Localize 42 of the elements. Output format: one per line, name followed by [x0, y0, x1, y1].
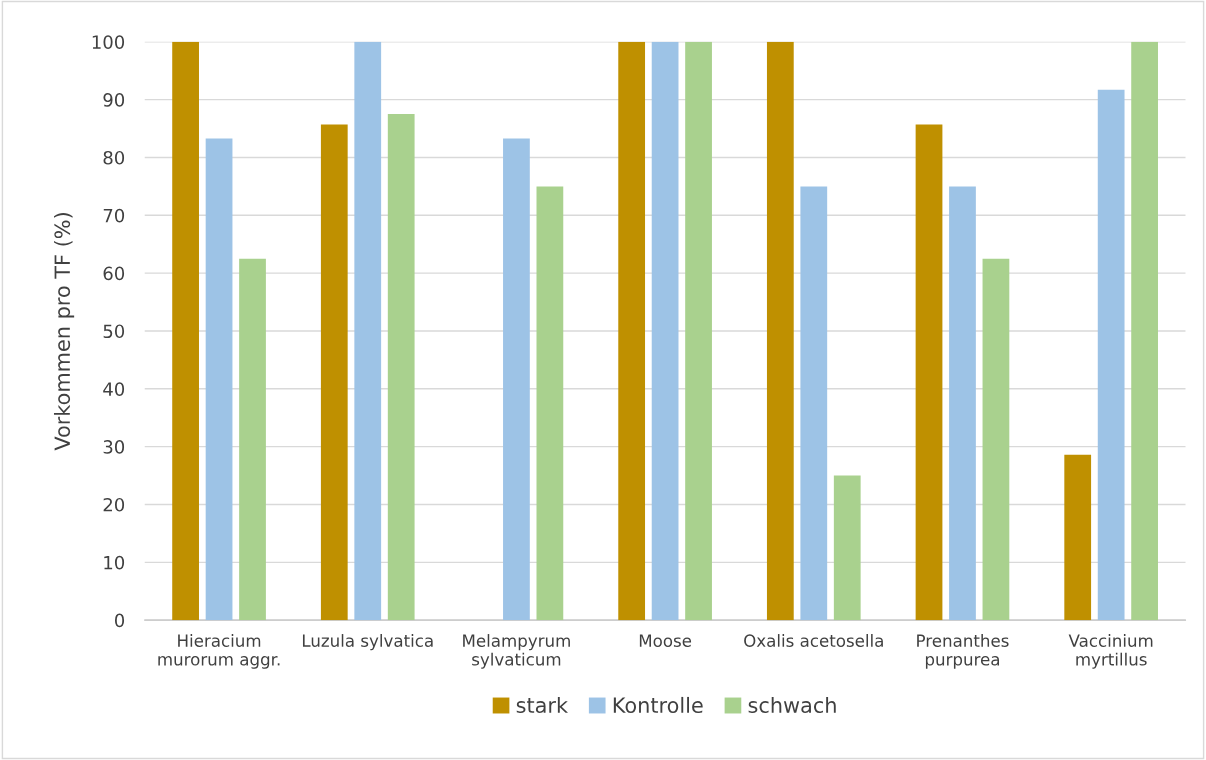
legend-label: schwach: [748, 696, 836, 714]
bar: [536, 186, 564, 621]
legend-label: Kontrolle: [613, 696, 703, 714]
y-tick-label: 80: [103, 150, 125, 165]
y-tick-label: 0: [114, 613, 125, 628]
bar: [800, 186, 828, 621]
bar: [1064, 454, 1092, 621]
bar: [685, 41, 712, 621]
bar: [1097, 89, 1125, 621]
y-tick-label: 40: [103, 382, 125, 396]
x-tick-label: Prenanthes purpurea: [917, 634, 1009, 669]
y-tick-label: 60: [103, 266, 125, 281]
legend-label: stark: [516, 696, 568, 714]
x-tick-label: Moose: [639, 634, 692, 647]
bar: [651, 41, 679, 621]
x-tick-label: Vaccinium myrtillus: [1068, 634, 1153, 669]
bar: [503, 138, 530, 621]
bar: [354, 41, 382, 621]
x-tick-label: Hieracium murorum aggr.: [158, 634, 280, 669]
bar: [172, 41, 199, 621]
bar: [833, 475, 861, 621]
y-axis-title: Vorkommen pro TF (%): [53, 213, 75, 451]
bar: [618, 41, 646, 621]
bar: [320, 124, 348, 621]
bar: [949, 186, 976, 621]
bar: [239, 258, 266, 621]
y-tick-label: 10: [104, 555, 125, 570]
y-tick-label: 90: [103, 93, 125, 107]
bar: [387, 114, 415, 621]
y-tick-label: 70: [103, 208, 125, 223]
y-tick-label: 30: [103, 440, 125, 454]
x-tick-label: Luzula sylvatica: [302, 634, 433, 651]
bar: [1131, 41, 1158, 621]
bar: [766, 41, 794, 621]
y-tick-label: 20: [103, 497, 125, 512]
bar: [915, 124, 943, 621]
bar: [205, 138, 233, 621]
y-tick-label: 100: [92, 35, 125, 49]
y-tick-label: 50: [103, 324, 125, 339]
x-tick-label: Oxalis acetosella: [744, 634, 883, 647]
bar: [982, 258, 1010, 621]
x-tick-label: Melampyrum sylvaticum: [463, 634, 570, 669]
